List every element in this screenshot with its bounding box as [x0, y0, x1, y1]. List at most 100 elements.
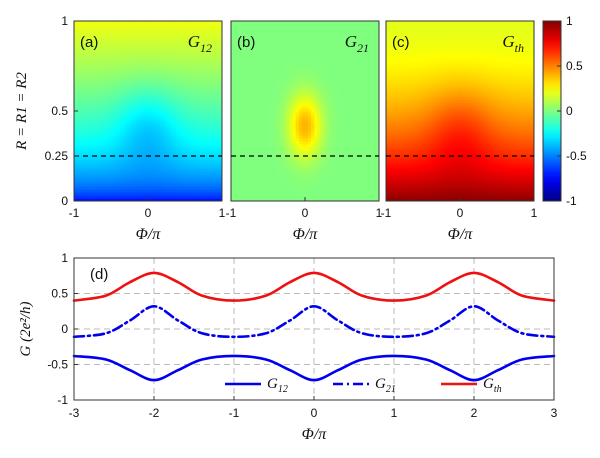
heatmap-cell — [243, 162, 248, 166]
heatmap-cell — [301, 126, 306, 130]
heatmap-cell — [172, 84, 177, 88]
heatmap-cell — [323, 69, 328, 73]
heatmap-cell — [151, 54, 155, 58]
heatmap-cell — [332, 165, 337, 169]
heatmap-cell — [160, 87, 165, 91]
heatmap-cell — [178, 198, 183, 201]
heatmap-cell — [261, 153, 266, 157]
heatmap-cell — [166, 57, 171, 61]
heatmap-cell — [283, 33, 288, 37]
heatmap-cell — [144, 117, 149, 121]
heatmap-cell — [329, 84, 334, 88]
heatmap-cell — [74, 99, 78, 103]
heatmap-cell — [89, 54, 94, 58]
heatmap-cell — [166, 105, 171, 109]
heatmap-cell — [234, 108, 238, 112]
heatmap-cell — [169, 54, 174, 58]
heatmap-cell — [212, 123, 217, 127]
heatmap-cell — [212, 165, 217, 169]
heatmap-cell — [305, 132, 309, 136]
heatmap-cell — [178, 150, 183, 154]
heatmap-cell — [234, 162, 238, 166]
heatmap-cell — [95, 102, 100, 106]
heatmap-cell — [77, 21, 81, 25]
heatmap-cell — [305, 51, 309, 55]
heatmap-cell — [123, 39, 128, 43]
heatmap-cell — [274, 105, 278, 109]
heatmap-cell — [117, 21, 121, 25]
heatmap-cell — [151, 162, 155, 166]
heatmap-cell — [89, 21, 94, 25]
heatmap-cell — [206, 84, 211, 88]
heatmap-cell — [231, 42, 235, 46]
heatmap-cell — [271, 39, 275, 43]
heatmap-cell — [317, 156, 322, 160]
heatmap-cell — [92, 51, 97, 55]
heatmap-cell — [255, 45, 260, 49]
heatmap-cell — [320, 111, 325, 115]
heatmap-cell — [80, 42, 84, 46]
heatmap-cell — [317, 111, 322, 115]
heatmap-cell — [188, 84, 192, 88]
heatmap-cell — [181, 132, 186, 136]
heatmap-cell — [311, 66, 315, 70]
heatmap-cell — [209, 69, 214, 73]
heatmap-cell — [212, 48, 217, 52]
heatmap-cell — [138, 162, 143, 166]
heatmap-cell — [98, 72, 103, 76]
heatmap-cell — [326, 90, 331, 94]
heatmap-cell — [111, 120, 115, 124]
heatmap-cell — [126, 138, 131, 142]
heatmap-cell — [255, 162, 260, 166]
heatmap-cell — [169, 117, 174, 121]
heatmap-cell — [286, 42, 291, 46]
heatmap-cell — [80, 87, 84, 91]
heatmap-cell — [240, 66, 244, 70]
heatmap-cell — [132, 150, 137, 154]
heatmap-cell — [111, 39, 115, 43]
heatmap-cell — [144, 87, 149, 91]
heatmap-cell — [249, 195, 254, 199]
heatmap-cell — [314, 165, 318, 169]
heatmap-cell — [234, 132, 238, 136]
heatmap-cell — [218, 81, 222, 85]
heatmap-cell — [237, 33, 241, 37]
heatmap-cell — [335, 126, 340, 130]
heatmap-cell — [163, 117, 168, 121]
heatmap-cell — [92, 33, 97, 37]
heatmap-cell — [317, 186, 322, 190]
heatmap-cell — [218, 99, 222, 103]
heatmap-cell — [163, 189, 168, 193]
heatmap-cell — [141, 51, 146, 55]
heatmap-cell — [209, 30, 214, 34]
heatmap-cell — [80, 150, 84, 154]
heatmap-cell — [326, 105, 331, 109]
heatmap-cell — [194, 90, 198, 94]
heatmap-cell — [206, 150, 211, 154]
heatmap-cell — [280, 126, 285, 130]
heatmap-cell — [101, 51, 106, 55]
heatmap-cell — [163, 192, 168, 196]
heatmap-cell — [129, 63, 134, 67]
heatmap-cell — [252, 120, 257, 124]
heatmap-cell — [135, 168, 140, 172]
heatmap-cell — [107, 156, 112, 160]
heatmap-cell — [311, 48, 315, 52]
heatmap-cell — [332, 57, 337, 61]
heatmap-cell — [144, 33, 149, 37]
heatmap-cell — [74, 183, 78, 187]
heatmap-cell — [203, 24, 208, 28]
heatmap-cell — [151, 102, 155, 106]
heatmap-cell — [144, 180, 149, 184]
heatmap-cell — [172, 93, 177, 97]
heatmap-cell — [148, 66, 152, 70]
heatmap-cell — [283, 177, 288, 181]
heatmap-cell — [166, 171, 171, 175]
heatmap-cell — [104, 192, 109, 196]
heatmap-cell — [231, 54, 235, 58]
heatmap-cell — [80, 120, 84, 124]
heatmap-cell — [185, 48, 189, 52]
heatmap-cell — [188, 57, 192, 61]
heatmap-cell — [311, 99, 315, 103]
heatmap-cell — [283, 174, 288, 178]
